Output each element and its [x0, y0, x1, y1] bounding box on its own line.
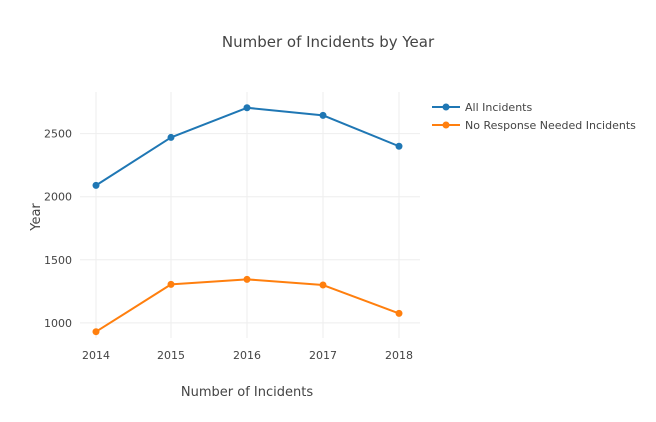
legend-label: No Response Needed Incidents [465, 119, 636, 132]
y-tick-label: 2000 [44, 191, 72, 204]
x-axis-label: Number of Incidents [181, 385, 313, 400]
y-tick-label: 2500 [44, 128, 72, 141]
x-tick-label: 2015 [157, 349, 185, 362]
legend-swatch-marker [442, 103, 450, 111]
data-point[interactable] [243, 275, 251, 283]
data-point[interactable] [92, 328, 100, 336]
gridlines [80, 92, 420, 338]
series-lines [92, 104, 403, 336]
data-point[interactable] [167, 133, 175, 141]
data-point[interactable] [395, 309, 403, 317]
y-tick-label: 1000 [44, 317, 72, 330]
series-2 [92, 275, 403, 336]
x-tick-label: 2018 [385, 349, 413, 362]
data-point[interactable] [319, 281, 327, 289]
data-point[interactable] [243, 104, 251, 112]
legend-item[interactable]: No Response Needed Incidents [432, 119, 636, 132]
x-axis-ticks: 2014 2015 2016 2017 2018 [82, 349, 413, 362]
legend-label: All Incidents [465, 101, 532, 114]
data-point[interactable] [395, 142, 403, 150]
legend-swatch-marker [442, 121, 450, 129]
y-tick-label: 1500 [44, 254, 72, 267]
legend-item[interactable]: All Incidents [432, 101, 532, 114]
y-axis-ticks: 1000 1500 2000 2500 [44, 128, 72, 330]
x-tick-label: 2016 [233, 349, 261, 362]
x-tick-label: 2017 [309, 349, 337, 362]
data-point[interactable] [167, 280, 175, 288]
x-tick-label: 2014 [82, 349, 110, 362]
chart-title: Number of Incidents by Year [222, 33, 435, 51]
data-point[interactable] [92, 181, 100, 189]
series-1 [92, 104, 403, 189]
data-point[interactable] [319, 111, 327, 119]
legend[interactable]: All Incidents No Response Needed Incident… [432, 101, 636, 132]
y-axis-label: Year [29, 203, 44, 232]
